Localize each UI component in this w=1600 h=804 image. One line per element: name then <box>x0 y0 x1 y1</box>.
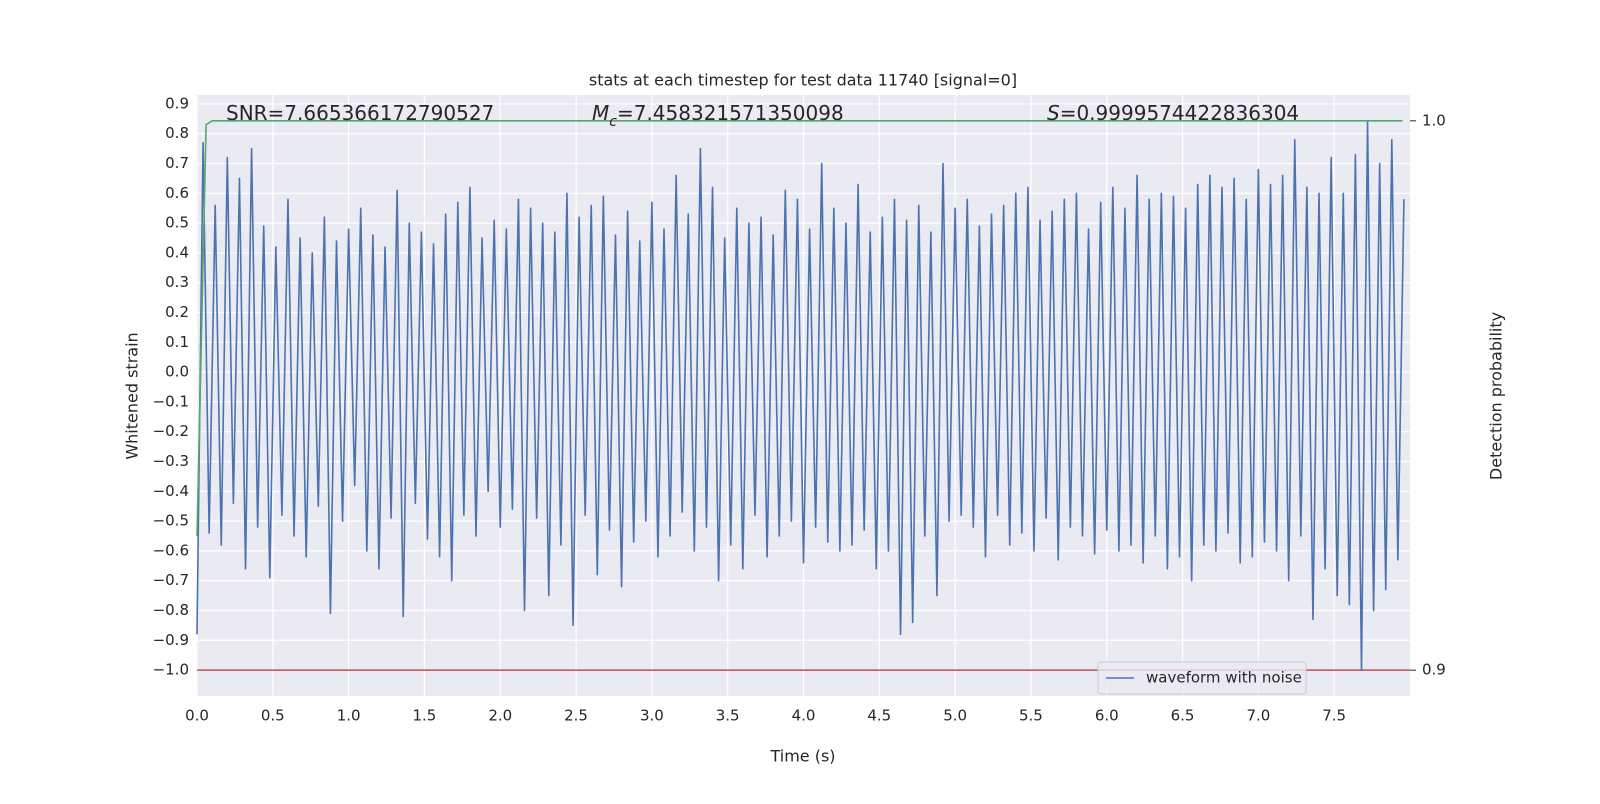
series-line <box>196 121 1405 671</box>
y-tick-label: 0.1 <box>165 333 189 351</box>
annotation: S=0.9999574422836304 <box>1047 101 1299 125</box>
y-tick-label: −0.4 <box>153 482 189 500</box>
x-tick-label: 7.5 <box>1322 707 1346 725</box>
annotation-text: =0.9999574422836304 <box>1060 101 1299 125</box>
x-tick-label: 1.0 <box>337 707 361 725</box>
y-tick-label: 0.3 <box>165 273 189 291</box>
y-tick-label: 0.9 <box>165 94 189 112</box>
x-tick-label: 3.0 <box>640 707 664 725</box>
y-tick-label: 0.8 <box>165 124 189 142</box>
y-tick-label: 0.0 <box>165 363 189 381</box>
y2-tick-label: 0.9 <box>1422 661 1446 679</box>
series-line <box>196 120 1403 537</box>
annotation-text: SNR=7.665366172790527 <box>226 101 494 125</box>
x-tick-label: 2.5 <box>564 707 588 725</box>
legend-label: waveform with noise <box>1146 669 1302 687</box>
y-tick-label: −0.9 <box>153 631 189 649</box>
y2-axis-label: Detection probability <box>1487 312 1506 480</box>
x-tick-label: 3.5 <box>716 707 740 725</box>
x-tick-label: 0.0 <box>185 707 209 725</box>
y-tick-label: −0.6 <box>153 541 189 559</box>
annotation: Mc=7.458321571350098 <box>592 101 844 131</box>
y-tick-label: −0.3 <box>153 452 189 470</box>
legend-box <box>1097 661 1307 695</box>
y-axis-label: Whitened strain <box>123 332 142 459</box>
x-tick-label: 7.0 <box>1246 707 1270 725</box>
y-tick-label: −0.1 <box>153 392 189 410</box>
y-tick-label: −1.0 <box>153 661 189 679</box>
y-tick-label: 0.2 <box>165 303 189 321</box>
annotation-symbol: S <box>1047 101 1060 125</box>
x-tick-label: 6.0 <box>1095 707 1119 725</box>
annotation: SNR=7.665366172790527 <box>226 101 494 125</box>
x-tick-label: 6.5 <box>1171 707 1195 725</box>
annotation-subscript: c <box>609 114 617 130</box>
y-tick-label: 0.4 <box>165 243 189 261</box>
x-tick-label: 1.5 <box>413 707 437 725</box>
x-tick-label: 4.0 <box>792 707 816 725</box>
x-tick-label: 2.0 <box>488 707 512 725</box>
x-axis-label: Time (s) <box>769 747 835 766</box>
y-tick-label: 0.6 <box>165 184 189 202</box>
y-tick-label: −0.8 <box>153 601 189 619</box>
y-tick-label: −0.5 <box>153 512 189 530</box>
y-tick-label: −0.2 <box>153 422 189 440</box>
y-tick-label: 0.7 <box>165 154 189 172</box>
x-tick-label: 4.5 <box>867 707 891 725</box>
annotation-text: =7.458321571350098 <box>617 101 844 125</box>
x-tick-label: 5.5 <box>1019 707 1043 725</box>
y2-tick-label: 1.0 <box>1422 111 1446 129</box>
y-tick-label: −0.7 <box>153 571 189 589</box>
x-tick-label: 0.5 <box>261 707 285 725</box>
chart-title: stats at each timestep for test data 117… <box>589 71 1017 90</box>
y-tick-label: 0.5 <box>165 214 189 232</box>
x-tick-label: 5.0 <box>943 707 967 725</box>
annotation-symbol: M <box>592 101 609 125</box>
